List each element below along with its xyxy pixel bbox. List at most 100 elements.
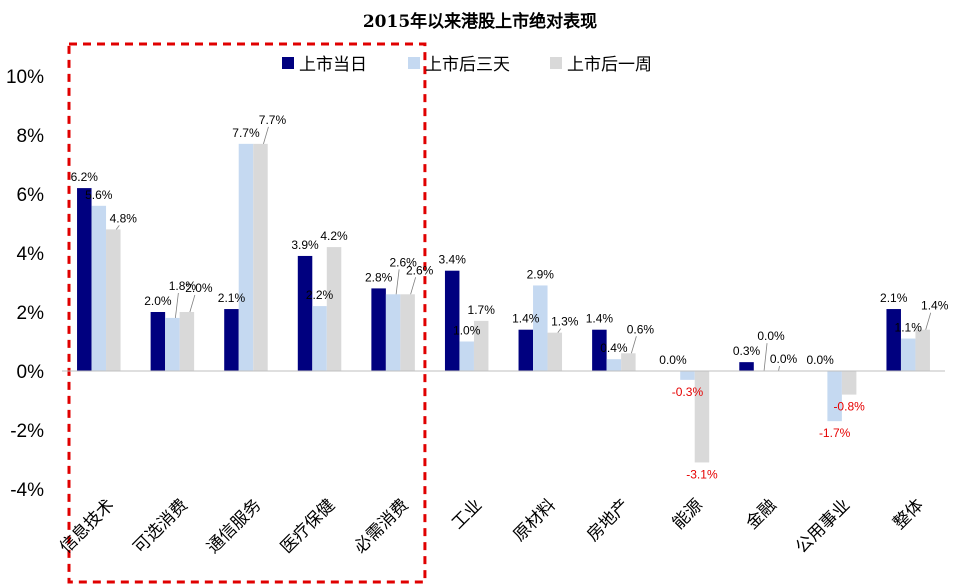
bar-1 [224, 309, 239, 371]
data-label: 7.7% [259, 113, 287, 127]
bar-2 [238, 143, 254, 371]
data-label: 0.0% [659, 353, 687, 367]
data-label: 2.8% [365, 270, 393, 284]
y-tick-label: 0% [17, 362, 45, 383]
bar-2 [385, 294, 401, 371]
data-label: 2.6% [406, 263, 434, 277]
bar-2 [312, 306, 327, 371]
data-label: 4.2% [320, 229, 348, 243]
data-label: 0.0% [770, 352, 798, 366]
y-tick-label: -4% [10, 480, 44, 501]
bar-1 [77, 188, 92, 371]
y-axis: -4% -2% 0% 2% 4% 6% 8% 10% [6, 67, 44, 501]
legend-label: 上市后三天 [425, 55, 510, 75]
legend-swatch [282, 57, 294, 69]
leader-line [778, 365, 780, 372]
y-tick-label: 2% [17, 303, 45, 324]
bar-2 [533, 285, 548, 371]
legend-swatch [408, 57, 420, 69]
category-label: 工业 [448, 495, 486, 533]
category-label: 必需消费 [350, 495, 412, 557]
bar-2 [91, 205, 107, 371]
x-axis: 信息技术 可选消费 通信服务 医疗保健 必需消费 工业 原材料 房地产 能源 金融 公用事业 整体 [56, 370, 945, 558]
data-label: -1.7% [819, 426, 851, 440]
data-label: 0.0% [757, 329, 785, 343]
leader-line [630, 336, 637, 354]
data-label: 2.9% [527, 267, 555, 281]
highlight-layer [67, 42, 427, 584]
highlight-box [67, 42, 427, 584]
data-label: 1.8% [169, 279, 197, 293]
bar-3 [253, 143, 268, 371]
data-label: 2.1% [218, 291, 246, 305]
category-label: 房地产 [583, 495, 633, 545]
bar-2 [165, 317, 180, 371]
bar-2 [680, 371, 695, 380]
legend: 上市当日 上市后三天 上市后一周 [282, 55, 652, 75]
category-label: 信息技术 [56, 495, 118, 557]
bar-1 [297, 255, 313, 371]
bar-1 [592, 329, 607, 371]
data-label: 1.4% [586, 312, 614, 326]
legend-swatch [550, 57, 562, 69]
bar-1 [886, 309, 901, 371]
bars [77, 143, 930, 463]
data-label: 0.0% [806, 353, 834, 367]
data-label: -0.3% [672, 385, 704, 399]
bar-3 [400, 294, 415, 371]
bar-3 [621, 353, 636, 371]
data-label: 2.0% [144, 294, 172, 308]
legend-label: 上市后一周 [567, 55, 652, 75]
bar-3 [106, 229, 121, 371]
data-label: 5.6% [85, 188, 113, 202]
data-label: 1.4% [921, 299, 949, 313]
data-label: 1.4% [512, 312, 540, 326]
bar-2 [459, 341, 474, 371]
y-tick-label: 4% [17, 244, 45, 265]
data-label: 1.3% [551, 315, 579, 329]
data-label: -3.1% [686, 467, 718, 481]
data-label: -0.8% [833, 400, 865, 414]
data-label: 2.2% [306, 288, 334, 302]
data-label: 2.1% [880, 291, 908, 305]
data-label: 7.7% [232, 126, 260, 140]
bar-1 [150, 312, 166, 371]
category-label: 医疗保健 [277, 495, 339, 557]
data-label: 6.2% [71, 170, 99, 184]
leader-line [925, 312, 932, 330]
category-label: 原材料 [510, 495, 560, 545]
bar-1 [518, 329, 534, 371]
leader-line [410, 277, 417, 295]
data-label: 1.1% [895, 321, 923, 335]
chart-title: 2015年以来港股上市绝对表现 [363, 11, 597, 32]
leader-line [763, 343, 768, 372]
category-label: 公用事业 [792, 495, 854, 557]
category-label: 能源 [669, 495, 707, 533]
data-labels: 6.2% 5.6% 4.8% 2.0%1.8%2.0% 2.1% 7.7%7.7% 3.9%… [71, 113, 949, 482]
bar-1 [739, 362, 754, 371]
data-label: 1.0% [453, 324, 481, 338]
y-tick-label: 6% [17, 185, 45, 206]
leader-line [174, 292, 179, 318]
category-label: 通信服务 [203, 495, 265, 557]
data-label: 0.4% [600, 341, 628, 355]
data-label: 0.6% [627, 322, 655, 336]
data-label: 2.0% [185, 281, 213, 295]
data-label: 4.8% [110, 211, 138, 225]
leader-line [395, 269, 400, 295]
legend-label: 上市当日 [299, 55, 367, 75]
data-label: 1.7% [468, 303, 496, 317]
bar-3 [326, 247, 342, 371]
data-label: 2.6% [389, 255, 417, 269]
bar-3 [547, 332, 563, 371]
leader-line [189, 294, 196, 313]
y-tick-label: -2% [10, 421, 44, 442]
bar-1 [444, 270, 460, 371]
bar-3 [841, 371, 857, 395]
category-label: 可选消费 [130, 495, 192, 557]
leader-lines [115, 126, 932, 372]
data-label: 3.9% [291, 238, 319, 252]
leader-line [115, 225, 120, 230]
